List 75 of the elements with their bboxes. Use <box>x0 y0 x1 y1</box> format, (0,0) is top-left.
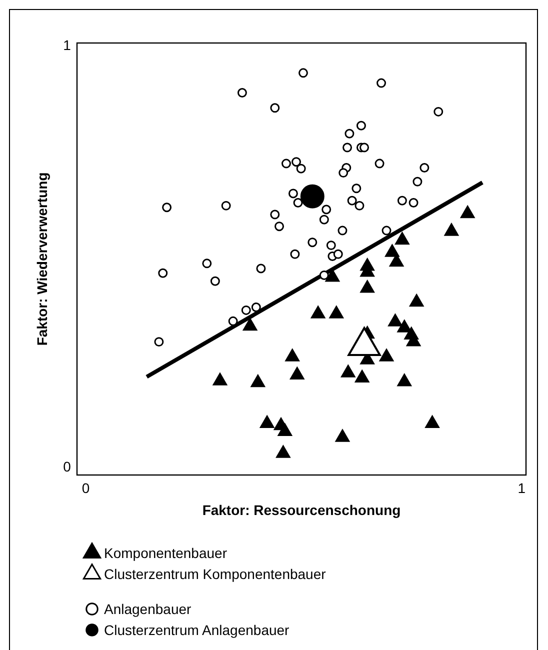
point <box>237 88 247 98</box>
point <box>376 78 386 88</box>
point <box>397 320 412 332</box>
point <box>274 222 284 232</box>
point <box>228 316 238 326</box>
point <box>412 176 422 186</box>
point <box>354 370 370 382</box>
point <box>395 232 410 245</box>
point <box>341 364 356 378</box>
x-axis-title: Faktor: Ressourcenschonung <box>202 502 401 518</box>
point <box>420 163 430 172</box>
point <box>221 200 231 210</box>
point <box>352 184 362 194</box>
point <box>325 269 340 282</box>
point <box>360 280 374 293</box>
point <box>282 158 291 168</box>
point <box>278 424 292 436</box>
point <box>241 305 251 315</box>
point <box>338 168 348 178</box>
point <box>333 249 343 259</box>
point <box>296 164 306 174</box>
point <box>270 103 280 113</box>
point <box>360 142 370 152</box>
point <box>310 306 326 318</box>
point <box>290 367 304 380</box>
point <box>300 184 324 208</box>
point <box>444 223 459 236</box>
point <box>347 196 357 206</box>
y-axis-title: Faktor: Wiederverwertung <box>34 172 50 346</box>
point <box>354 200 364 210</box>
point <box>292 157 302 167</box>
point <box>285 348 300 362</box>
point <box>202 258 212 268</box>
point <box>319 270 329 280</box>
legend-label: Anlagenbauer <box>104 600 192 617</box>
point <box>434 106 444 116</box>
point <box>260 415 274 428</box>
point <box>256 264 266 274</box>
point <box>338 226 348 236</box>
legend-label: Clusterzentrum Komponentenbauer <box>104 566 326 582</box>
legend-label: Komponentenbauer <box>104 544 228 561</box>
point <box>379 348 394 362</box>
point <box>308 238 318 248</box>
point <box>290 249 300 259</box>
point <box>212 372 228 386</box>
point <box>293 198 303 208</box>
point <box>385 244 400 257</box>
point <box>250 374 266 388</box>
point <box>397 196 407 206</box>
point <box>342 142 352 152</box>
point <box>335 429 350 442</box>
point <box>319 214 329 224</box>
point <box>298 68 308 78</box>
point <box>425 415 440 428</box>
point <box>162 202 172 212</box>
point <box>460 206 475 218</box>
point <box>276 445 290 458</box>
point <box>288 188 298 198</box>
point <box>210 276 220 286</box>
point <box>408 198 418 208</box>
point <box>322 204 332 214</box>
point <box>397 374 412 386</box>
point <box>344 128 354 138</box>
point <box>374 158 384 168</box>
point <box>329 306 344 318</box>
point <box>388 314 402 326</box>
point <box>251 302 261 312</box>
legend-label: Clusterzentrum Anlagenbauer <box>104 622 290 638</box>
point <box>270 210 280 220</box>
point <box>356 120 366 130</box>
point <box>242 318 258 331</box>
point <box>382 226 392 236</box>
point <box>326 240 336 250</box>
point <box>409 294 424 307</box>
point <box>158 268 168 278</box>
